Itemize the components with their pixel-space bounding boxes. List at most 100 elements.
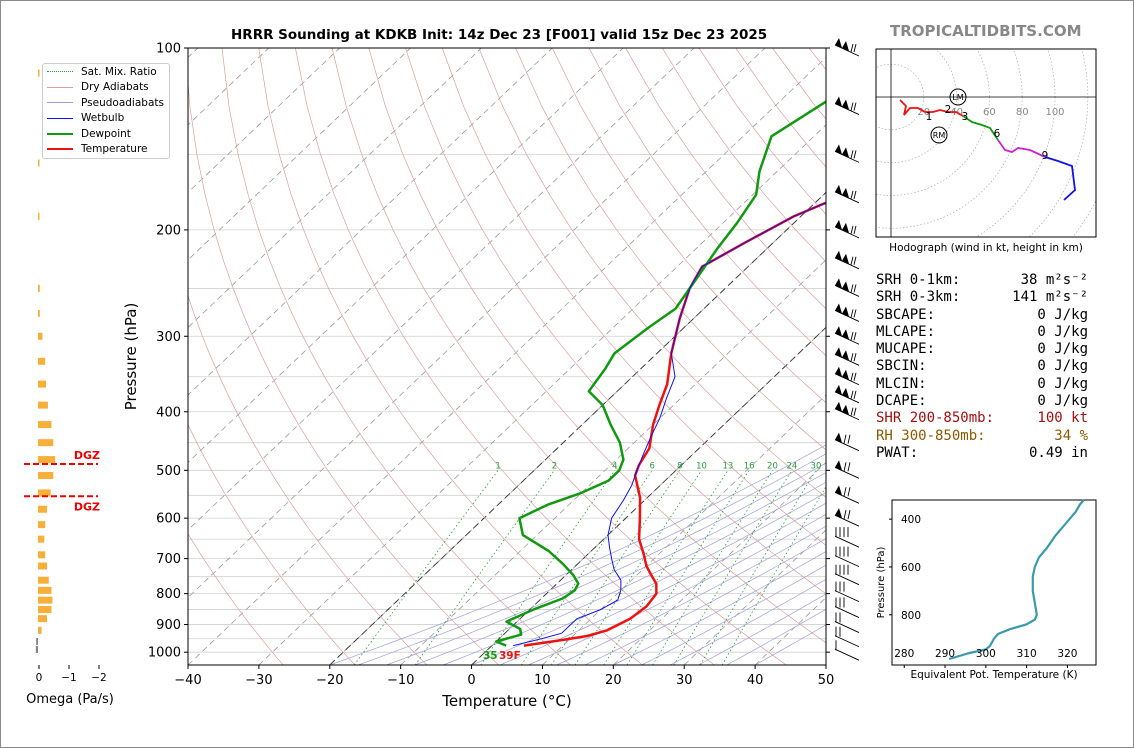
stat-key: SRH 0-1km:	[876, 272, 961, 288]
stat-key: MLCIN:	[876, 375, 927, 392]
mixing-ratio-line	[574, 470, 702, 665]
dry-adiabat	[221, 48, 571, 665]
dry-adiabat	[295, 48, 715, 665]
mixing-ratio-label: 13	[722, 461, 733, 471]
wind-barb	[834, 96, 860, 115]
wind-barb	[834, 626, 860, 648]
mixing-ratio-line	[414, 470, 555, 665]
hodo-trace	[1044, 156, 1076, 201]
omega-bar	[38, 489, 51, 497]
y-tick-label: 200	[156, 223, 181, 238]
wind-barb	[834, 366, 860, 386]
legend-label: Temperature	[81, 143, 148, 156]
mixing-ratio-line	[521, 470, 653, 665]
mixing-ratio-label: 30	[811, 461, 822, 471]
y-axis-label: Pressure (hPa)	[122, 303, 140, 411]
mixing-ratio-label: 2	[552, 461, 557, 471]
dry-adiabat	[405, 48, 826, 595]
omega-bar	[38, 472, 54, 480]
mixing-ratio-label: 8	[677, 461, 682, 471]
legend-label: Sat. Mix. Ratio	[81, 65, 157, 78]
wind-barb	[834, 219, 860, 239]
stat-row: SBCIN: 0 J/kg	[876, 358, 1088, 375]
theta-e-y-label: Pressure (hPa)	[876, 547, 887, 619]
legend-item-wetbulb: Wetbulb	[43, 111, 169, 127]
mixing-ratio-line	[673, 470, 793, 665]
legend-label: Wetbulb	[81, 112, 125, 125]
omega-bar	[38, 212, 40, 220]
omega-bar	[38, 551, 46, 559]
mixing-ratio-line	[550, 470, 681, 665]
mixing-ratio-line	[626, 470, 750, 665]
legend-label: Pseudoadiabats	[81, 96, 164, 109]
pseudo-adiabat	[698, 593, 826, 665]
y-tick-label: 700	[156, 552, 181, 567]
theta-e-x-tick-label: 320	[1057, 648, 1077, 660]
hodo-frame	[875, 48, 1097, 238]
hodo-ring-label: 80	[1016, 107, 1029, 118]
surface-temperature-label: 39F	[499, 650, 521, 662]
stat-value: 141 m²s⁻²	[1012, 289, 1088, 306]
dry-adiabat	[188, 77, 500, 665]
stat-value: 0 J/kg	[1037, 358, 1088, 375]
theta-e-x-tick-label: 290	[935, 648, 955, 660]
dry-adiabat	[331, 48, 787, 665]
stat-value: 34 %	[1054, 427, 1088, 444]
wind-barb	[834, 347, 860, 366]
legend-item-dewpoint: Dewpoint	[43, 126, 169, 142]
wind-barb	[834, 485, 860, 504]
pseudo-adiabat	[357, 453, 826, 665]
pseudo-adiabat	[726, 608, 826, 665]
omega-bar	[38, 439, 54, 447]
stat-row: DCAPE: 0 J/kg	[876, 393, 1088, 410]
omega-bar	[38, 596, 53, 604]
theta-e-y-tick-label: 800	[901, 610, 921, 622]
dry-adiabat	[188, 294, 428, 665]
pseudo-adiabat	[414, 472, 826, 665]
stat-row: SBCAPE: 0 J/kg	[876, 307, 1088, 324]
pseudo-adiabat	[669, 578, 826, 665]
isotherm	[188, 48, 624, 464]
pseudo-adiabat	[386, 462, 826, 665]
isotherm	[188, 48, 695, 531]
omega-bar	[38, 586, 52, 594]
isotherm	[188, 48, 766, 599]
hodo-ring-label: 100	[1045, 107, 1064, 118]
x-tick-label: −20	[316, 673, 343, 688]
omega-bar	[38, 332, 43, 340]
theta-e-x-tick-label: 300	[976, 648, 996, 660]
omega-bar	[38, 505, 47, 513]
stat-key: SHR 200-850mb:	[876, 410, 995, 427]
surface-dewpoint-label: 35	[483, 650, 498, 662]
wind-barb	[834, 581, 860, 603]
legend-label: Dewpoint	[81, 127, 131, 140]
omega-bar	[36, 637, 38, 645]
omega-bar	[38, 615, 47, 623]
x-tick-label: 50	[818, 673, 835, 688]
hodo-trace	[962, 115, 999, 141]
isotherm	[258, 124, 826, 665]
wind-barb	[834, 384, 860, 404]
omega-x-tick-label: −2	[91, 672, 106, 684]
omega-bar	[38, 562, 47, 570]
wind-barb	[834, 401, 860, 421]
wind-barb	[834, 597, 860, 618]
wind-barb	[834, 250, 860, 270]
theta-e-y-tick-label: 400	[901, 514, 921, 526]
hodo-trace	[997, 139, 1046, 158]
omega-bar	[38, 309, 40, 317]
stat-row: SHR 200-850mb: 100 kt	[876, 410, 1088, 427]
y-tick-label: 400	[156, 405, 181, 420]
dgz-label: DGZ	[74, 449, 100, 462]
chart-title: HRRR Sounding at KDKB Init: 14z Dec 23 […	[231, 27, 768, 43]
hodo-trace	[948, 111, 964, 117]
stat-key: PWAT:	[876, 444, 919, 461]
stat-key: RH 300-850mb:	[876, 427, 986, 444]
pseudo-adiabat	[613, 551, 826, 665]
theta-e-x-label: Equivalent Pot. Temperature (K)	[910, 669, 1077, 681]
stat-row: RH 300-850mb: 34 %	[876, 428, 1088, 445]
stat-value: 0 J/kg	[1037, 393, 1088, 410]
x-tick-label: 30	[676, 673, 693, 688]
stat-value: 0.49 in	[1028, 444, 1088, 461]
